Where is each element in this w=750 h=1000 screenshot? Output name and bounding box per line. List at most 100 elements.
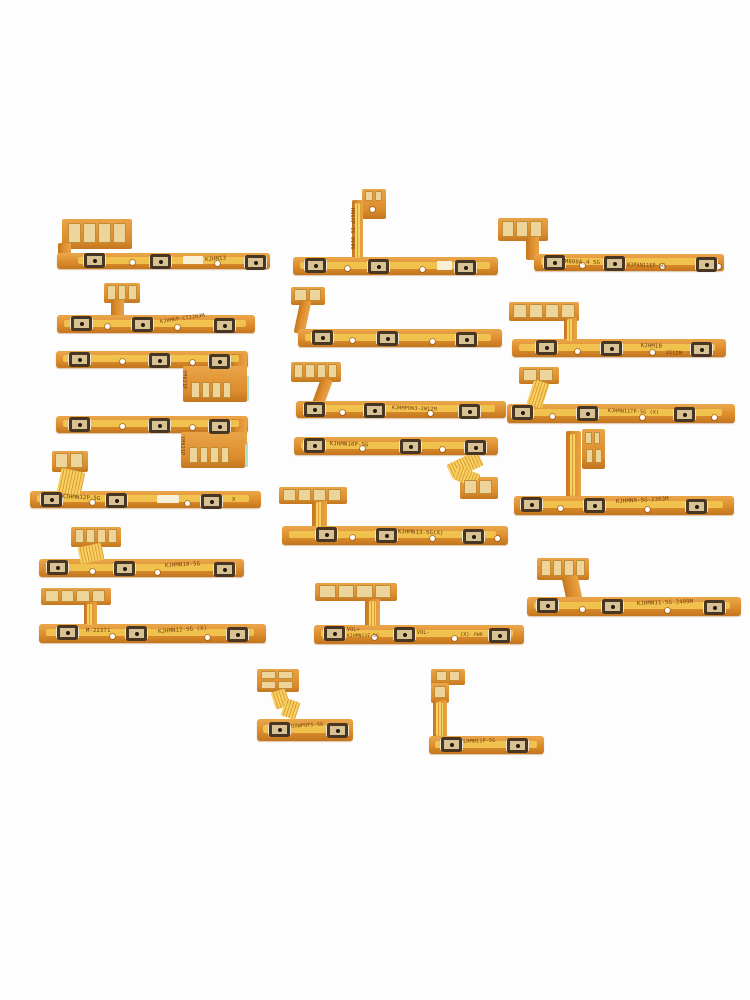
flex-strip xyxy=(527,597,741,616)
gold-pad xyxy=(464,480,477,494)
switch-button xyxy=(394,627,415,642)
alignment-hole xyxy=(130,260,135,265)
trace-band xyxy=(78,257,260,264)
gold-pad xyxy=(337,585,354,598)
print-label: PWR xyxy=(474,633,483,638)
connector-pads xyxy=(261,671,293,679)
flex-stem xyxy=(365,599,380,628)
flex-strip xyxy=(293,257,498,275)
gold-pad xyxy=(278,671,293,679)
connector-plate xyxy=(291,362,341,382)
gold-pad xyxy=(222,382,231,398)
flex-strip xyxy=(298,329,502,347)
connector-plate xyxy=(279,487,347,504)
print-label: KJHMN11TP-5G (X) xyxy=(607,408,660,416)
print-label: KJHMPOW3-2W12M xyxy=(391,405,437,413)
connector-plate xyxy=(181,432,245,468)
adhesive-film xyxy=(236,376,249,401)
trace-band xyxy=(64,320,246,327)
print-label: YLHMN11P-5G xyxy=(459,737,496,745)
alignment-hole xyxy=(120,424,125,429)
connector-pads xyxy=(294,289,321,301)
trace-band xyxy=(63,355,239,362)
gold-pad xyxy=(86,529,95,543)
switch-button xyxy=(364,403,385,418)
connector-plate xyxy=(537,558,589,580)
connector-plate xyxy=(71,527,121,547)
gold-pad xyxy=(513,304,527,318)
gold-pad xyxy=(479,480,492,494)
alignment-hole xyxy=(350,535,355,540)
flex-strip xyxy=(57,315,255,333)
trace-lines xyxy=(567,319,573,341)
alignment-hole xyxy=(440,447,445,452)
gold-pad xyxy=(294,289,307,301)
print-label: KJHMN12-5G (X) xyxy=(157,625,208,635)
print-label: YM021P xyxy=(179,436,185,456)
gold-pad xyxy=(191,382,200,398)
switch-button xyxy=(489,628,510,643)
gold-pad xyxy=(593,432,600,444)
alignment-hole xyxy=(190,425,195,430)
alignment-hole xyxy=(215,261,220,266)
trace-band xyxy=(541,258,716,265)
switch-button xyxy=(400,439,421,454)
alignment-hole xyxy=(665,608,670,613)
gold-pad xyxy=(60,590,74,602)
gold-pad xyxy=(113,223,126,243)
switch-button xyxy=(584,498,605,513)
connector-pads xyxy=(436,671,460,681)
gold-pad xyxy=(83,223,96,243)
alignment-hole xyxy=(428,411,433,416)
connector-pads xyxy=(365,191,382,201)
switch-button xyxy=(441,737,462,752)
trace-lines xyxy=(87,604,93,625)
trace-band xyxy=(519,344,715,351)
alignment-hole xyxy=(110,634,115,639)
switch-button xyxy=(521,497,542,512)
trace-band xyxy=(534,602,730,609)
switch-button xyxy=(114,561,135,576)
switch-button xyxy=(149,418,170,433)
alignment-hole xyxy=(495,536,500,541)
switch-button xyxy=(106,493,127,508)
gold-pad xyxy=(529,304,543,318)
gold-pad xyxy=(523,369,537,381)
switch-button xyxy=(376,528,397,543)
alignment-hole xyxy=(360,446,365,451)
connector-plate xyxy=(41,588,111,605)
flex-stem xyxy=(293,299,312,335)
gold-pad xyxy=(595,449,602,463)
trace-lines xyxy=(369,601,376,626)
alignment-hole xyxy=(372,635,377,640)
switch-button xyxy=(227,627,248,642)
alignment-hole xyxy=(650,350,655,355)
trace-band xyxy=(321,630,513,637)
gold-pad xyxy=(98,223,111,243)
alignment-hole xyxy=(155,570,160,575)
alignment-hole xyxy=(550,414,555,419)
gold-pad xyxy=(210,447,219,463)
gold-pad xyxy=(261,671,276,679)
switch-button xyxy=(455,260,476,275)
flex-strip xyxy=(314,625,524,644)
connector-pads xyxy=(319,585,391,598)
gold-pad xyxy=(117,285,127,300)
trace-lines xyxy=(436,702,443,736)
connector-pads xyxy=(541,560,585,576)
gold-pad xyxy=(502,221,514,237)
alignment-hole xyxy=(452,636,457,641)
trace-lines xyxy=(56,467,86,497)
print-label: H66XP-5G 0606 xyxy=(349,208,355,250)
trace-band xyxy=(263,725,347,733)
print-label: (X) xyxy=(460,632,470,638)
print-label: VOL+ xyxy=(347,627,360,633)
gold-pad xyxy=(374,191,382,201)
